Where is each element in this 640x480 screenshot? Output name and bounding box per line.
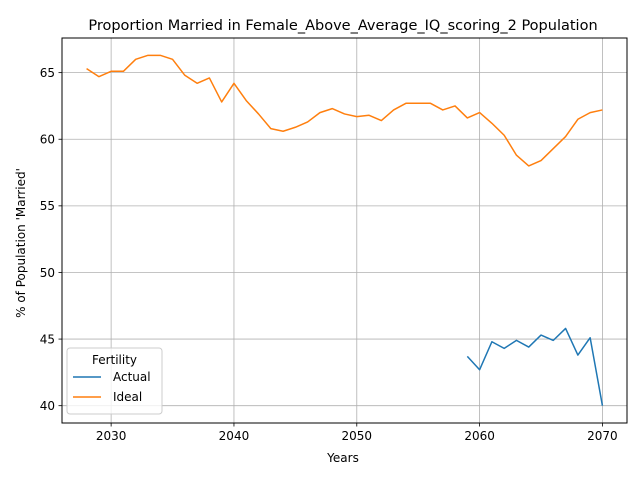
- plot-area: 2030 2040 2050 2060 2070 40 45 50 55 60 65: [40, 37, 628, 443]
- legend-title: Fertility: [92, 353, 137, 367]
- y-tick-label: 50: [40, 266, 55, 280]
- x-tick-label: 2050: [342, 429, 373, 443]
- y-tick-label: 45: [40, 332, 55, 346]
- axis-ticks: 2030 2040 2050 2060 2070 40 45 50 55 60 65: [40, 66, 618, 443]
- series-lines: [86, 54, 604, 406]
- legend-label-actual: Actual: [113, 370, 151, 384]
- y-tick-label: 40: [40, 399, 55, 413]
- y-tick-label: 55: [40, 199, 55, 213]
- legend-entries: Actual Ideal: [73, 370, 151, 404]
- x-tick-label: 2030: [96, 429, 127, 443]
- x-tick-label: 2060: [464, 429, 495, 443]
- y-tick-label: 60: [40, 133, 55, 147]
- chart-title: Proportion Married in Female_Above_Avera…: [88, 18, 597, 34]
- y-axis-title: % of Population 'Married': [14, 168, 28, 318]
- legend: Fertility Actual Ideal: [66, 347, 163, 415]
- plot-frame: [61, 37, 628, 424]
- series-line-actual: [466, 327, 604, 406]
- y-tick-label: 65: [40, 66, 55, 80]
- legend-label-ideal: Ideal: [113, 390, 142, 404]
- x-tick-label: 2070: [587, 429, 618, 443]
- x-tick-label: 2040: [219, 429, 250, 443]
- x-axis-title: Years: [326, 451, 359, 465]
- series-line-ideal: [86, 54, 603, 167]
- grid-lines: [62, 38, 627, 423]
